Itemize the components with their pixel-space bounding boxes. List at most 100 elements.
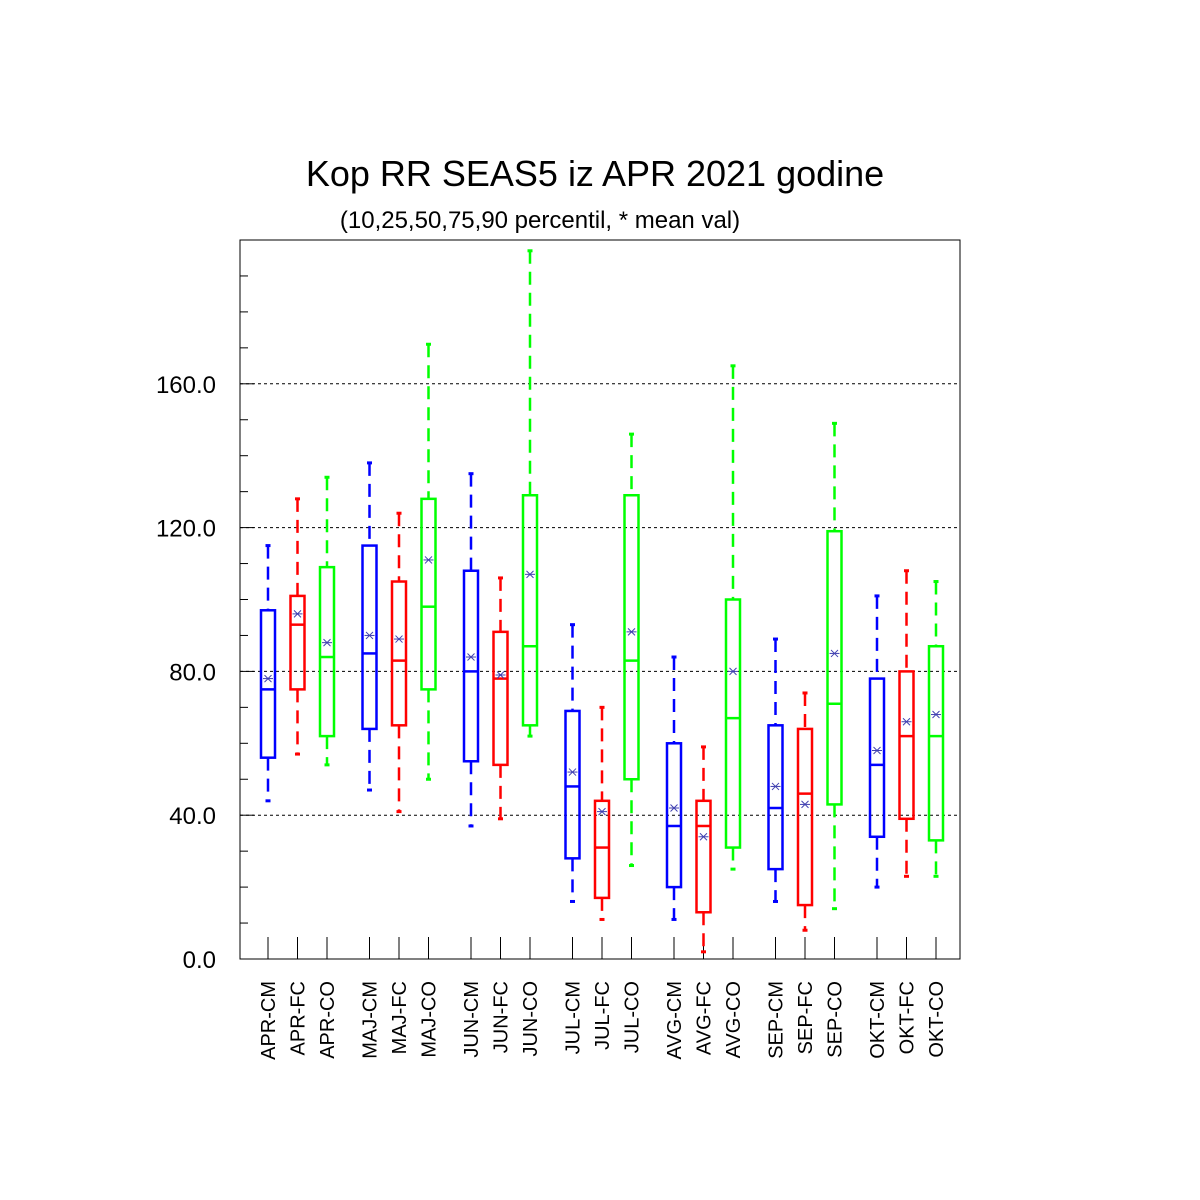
mean-marker-stroke xyxy=(830,649,839,658)
mean-marker xyxy=(394,635,404,643)
box-okt-fc xyxy=(898,569,915,878)
plot-frame xyxy=(239,239,961,960)
box-iqr xyxy=(420,497,437,691)
x-tick-label: JUL-CO xyxy=(622,981,644,1053)
y-tick-label: 160.0 xyxy=(156,372,216,399)
box-avg-cm xyxy=(665,655,683,921)
mean-marker xyxy=(322,638,332,647)
x-tick-label: JUL-CM xyxy=(563,981,585,1054)
mean-marker-stroke xyxy=(496,671,505,679)
mean-marker xyxy=(495,671,506,679)
box-avg-fc xyxy=(695,745,712,954)
box-sep-fc xyxy=(796,691,814,932)
x-tick-label: MAJ-CM xyxy=(360,981,382,1059)
mean-marker xyxy=(669,804,679,812)
box-iqr xyxy=(289,594,306,691)
box-okt-cm xyxy=(868,594,886,889)
mean-marker xyxy=(626,628,637,636)
box-iqr xyxy=(826,529,843,806)
box-maj-fc xyxy=(390,511,408,814)
chart-title: Kop RR SEAS5 iz APR 2021 godine xyxy=(306,153,884,194)
mean-marker xyxy=(728,667,738,676)
box-iqr xyxy=(898,670,915,821)
mean-marker-stroke xyxy=(801,800,809,809)
x-tick-label: OKT-CM xyxy=(867,981,889,1059)
mean-marker xyxy=(770,782,781,791)
box-sep-cm xyxy=(767,637,784,903)
mean-marker-stroke xyxy=(670,804,678,812)
mean-marker xyxy=(829,649,840,658)
mean-marker-stroke xyxy=(902,717,911,726)
mean-marker xyxy=(901,717,912,726)
box-maj-co xyxy=(420,342,437,781)
box-jun-cm xyxy=(462,472,480,828)
mean-marker-stroke xyxy=(424,556,433,564)
x-tick-label: OKT-FC xyxy=(897,981,919,1054)
box-iqr xyxy=(695,799,712,914)
box-iqr xyxy=(390,580,408,727)
x-tick-label: APR-CO xyxy=(317,981,339,1059)
mean-marker-stroke xyxy=(395,635,403,643)
box-apr-fc xyxy=(289,497,306,756)
grid-lines xyxy=(240,383,960,816)
mean-marker xyxy=(931,710,941,719)
box-sep-co xyxy=(826,421,843,911)
mean-marker xyxy=(800,800,810,809)
y-tick-label: 120.0 xyxy=(156,516,216,543)
mean-marker xyxy=(597,807,607,816)
box-jul-fc xyxy=(593,705,611,921)
mean-marker-stroke xyxy=(598,807,606,816)
y-tick-label: 40.0 xyxy=(169,803,216,830)
mean-marker-stroke xyxy=(699,832,708,841)
mean-marker-stroke xyxy=(627,628,636,636)
box-iqr xyxy=(318,565,336,738)
x-tick-label: JUN-CO xyxy=(520,981,542,1057)
mean-marker-stroke xyxy=(771,782,780,791)
box-iqr xyxy=(361,544,378,731)
tick-labels: 0.0 40.0 80.0 120.0 160.0 APR-CM APR-FC APR-CO M… xyxy=(156,372,948,1060)
boxes xyxy=(259,249,945,954)
box-apr-cm xyxy=(259,544,277,803)
box-iqr xyxy=(796,727,814,907)
box-maj-cm xyxy=(361,461,378,792)
x-tick-label: SEP-CO xyxy=(825,981,847,1058)
box-jun-fc xyxy=(492,576,509,821)
x-tick-label: MAJ-FC xyxy=(389,981,411,1054)
box-iqr xyxy=(259,609,277,759)
x-tick-label: SEP-FC xyxy=(795,981,817,1054)
mean-marker-stroke xyxy=(293,610,302,618)
mean-marker xyxy=(263,674,273,683)
mean-marker-stroke xyxy=(729,667,737,676)
x-tick-label: SEP-CM xyxy=(766,981,788,1059)
mean-marker xyxy=(567,768,578,776)
mean-marker xyxy=(292,610,303,618)
x-tick-label: AVG-FC xyxy=(694,981,716,1055)
box-iqr xyxy=(623,493,640,781)
mean-marker-stroke xyxy=(526,570,534,579)
mean-marker xyxy=(364,631,375,640)
chart-subtitle: (10,25,50,75,90 percentil, * mean val) xyxy=(340,207,740,234)
mean-marker-stroke xyxy=(365,631,374,640)
box-jul-co xyxy=(623,432,640,868)
box-apr-co xyxy=(318,475,336,767)
mean-marker-stroke xyxy=(264,674,272,683)
x-tick-label: APR-FC xyxy=(288,981,310,1055)
x-tick-label: MAJ-CO xyxy=(419,981,441,1058)
box-iqr xyxy=(724,598,742,849)
x-tick-label: JUL-FC xyxy=(592,981,614,1050)
box-iqr xyxy=(767,724,784,871)
mean-marker-stroke xyxy=(323,638,331,647)
x-tick-label: JUN-FC xyxy=(491,981,513,1053)
axes xyxy=(239,239,961,960)
mean-marker-stroke xyxy=(932,710,940,719)
box-iqr xyxy=(521,493,539,727)
x-tick-label: OKT-CO xyxy=(926,981,948,1058)
box-iqr xyxy=(492,630,509,767)
box-iqr xyxy=(665,742,683,889)
mean-marker xyxy=(466,653,476,661)
box-iqr xyxy=(868,677,886,839)
mean-marker-stroke xyxy=(873,746,881,755)
mean-marker xyxy=(872,746,882,755)
box-jun-co xyxy=(521,249,539,738)
